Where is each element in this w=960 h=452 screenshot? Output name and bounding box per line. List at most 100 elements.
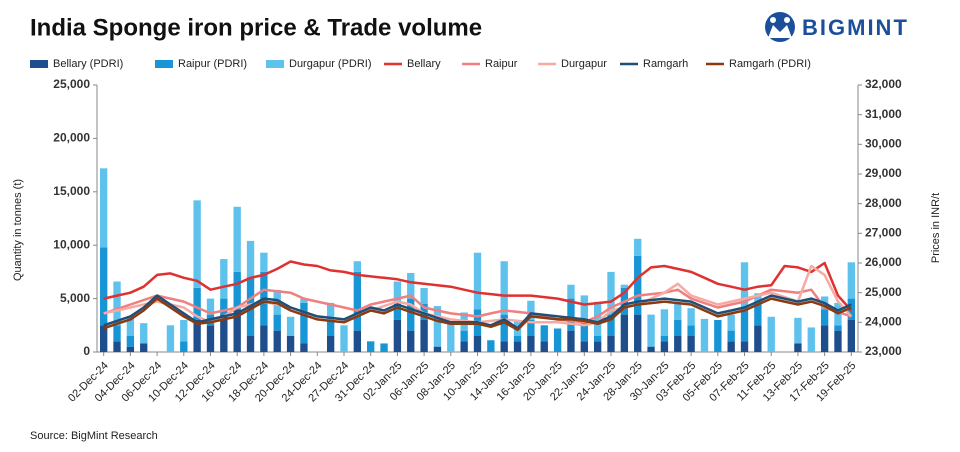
bar: [433, 346, 442, 352]
bar: [527, 300, 535, 320]
bar: [100, 247, 108, 326]
y2-tick-label: 24,000: [865, 315, 902, 329]
bar: [300, 343, 308, 352]
legend-label: Ramgarh (PDRI): [729, 58, 811, 70]
y2-tick-label: 27,000: [865, 226, 902, 240]
bar: [260, 325, 268, 352]
y-tick-label: 25,000: [53, 77, 90, 91]
bar: [193, 200, 201, 288]
bar: [754, 325, 762, 352]
bar: [300, 298, 308, 303]
bar: [473, 335, 482, 352]
bar: [126, 346, 135, 352]
bar: [687, 308, 695, 326]
bar: [353, 261, 362, 272]
legend-swatch: [266, 60, 284, 68]
bar: [300, 302, 308, 344]
bar: [567, 298, 575, 331]
bar: [607, 271, 615, 315]
bar: [634, 238, 642, 256]
bar: [380, 343, 388, 352]
bar: [393, 281, 402, 304]
y-axis-title: Quantity in tonnes (t): [12, 179, 24, 281]
bar: [754, 303, 762, 326]
bar: [166, 325, 175, 352]
bar: [660, 309, 669, 336]
bar: [100, 168, 108, 248]
y-tick-label: 20,000: [53, 131, 90, 145]
bar: [246, 240, 255, 278]
bar: [660, 341, 669, 352]
y-tick-label: 10,000: [53, 237, 90, 251]
y2-tick-label: 29,000: [865, 166, 902, 180]
bar: [740, 341, 749, 352]
bar: [460, 330, 468, 342]
legend-label: Bellary: [407, 58, 441, 70]
bar: [233, 309, 241, 352]
bar: [126, 335, 135, 347]
bar: [126, 317, 135, 336]
bar: [634, 314, 642, 352]
bar: [593, 335, 602, 342]
bar: [220, 298, 228, 315]
bar: [260, 252, 268, 272]
bar: [326, 335, 335, 352]
bar: [273, 314, 281, 331]
bar: [353, 271, 362, 331]
bar: [847, 319, 855, 352]
bar: [286, 335, 295, 352]
bar: [367, 341, 375, 352]
bar: [286, 316, 295, 336]
y2-tick-label: 26,000: [865, 255, 902, 269]
bar: [580, 295, 588, 320]
bar: [473, 252, 482, 310]
bar: [687, 325, 695, 336]
y2-tick-label: 30,000: [865, 137, 902, 151]
bar: [407, 330, 415, 352]
bar: [834, 330, 842, 352]
bar: [500, 261, 508, 315]
bar: [233, 271, 241, 310]
bar: [113, 341, 121, 352]
bar: [393, 303, 402, 320]
bar: [580, 319, 588, 342]
bar: [740, 309, 749, 342]
bar: [220, 259, 228, 299]
bar: [740, 262, 749, 310]
y2-tick-label: 32,000: [865, 77, 902, 91]
bar: [647, 346, 655, 352]
bar: [140, 323, 148, 344]
bar: [540, 341, 548, 352]
line-series: [103, 297, 852, 332]
bar: [420, 319, 428, 352]
bar: [807, 327, 815, 352]
bar: [820, 309, 829, 326]
bar: [607, 314, 615, 336]
bar: [393, 319, 402, 352]
legend-swatch: [30, 60, 48, 68]
source: Source: BigMint Research: [30, 430, 158, 442]
bar: [847, 262, 855, 299]
bar: [660, 335, 669, 342]
legend-swatch: [155, 60, 173, 68]
bar: [193, 287, 201, 320]
y2-axis-title: Prices in INR/t: [930, 193, 942, 263]
bar: [180, 319, 188, 342]
bar: [700, 318, 709, 352]
bar: [100, 325, 108, 352]
bar: [180, 341, 188, 352]
bar: [527, 319, 535, 336]
legend-label: Raipur: [485, 58, 518, 70]
bar: [513, 335, 522, 342]
bar: [820, 325, 829, 352]
y2-tick-label: 28,000: [865, 196, 902, 210]
y2-tick-label: 25,000: [865, 285, 902, 299]
bar: [580, 341, 588, 352]
line-series: [103, 288, 852, 324]
bar: [593, 341, 602, 352]
bar: [326, 302, 335, 320]
bar: [567, 284, 575, 299]
bar: [674, 335, 682, 352]
bar: [834, 325, 842, 331]
bar: [193, 319, 201, 352]
